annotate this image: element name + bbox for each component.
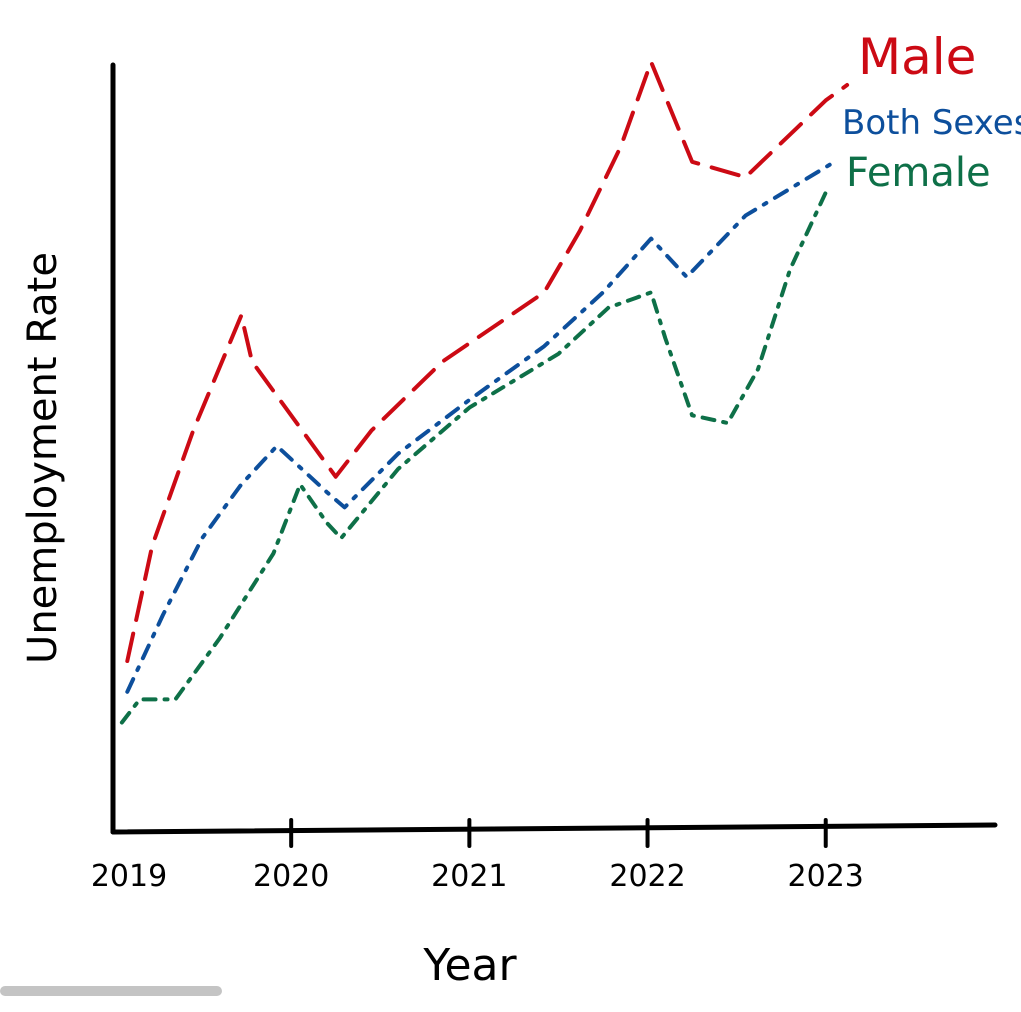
legend-label-male: Male [858,28,976,86]
x-tick-label: 2022 [609,859,685,894]
legend-label-both-sexes: Both Sexes [842,103,1021,143]
legend-label-female: Female [846,150,991,196]
legend: Male Both Sexes Female [842,28,1021,196]
y-axis-title: Unemployment Rate [20,252,66,664]
series-line-male [125,60,850,663]
x-tick-label: 2020 [253,859,329,894]
series-line-both-sexes [125,159,837,694]
x-tick-labels: 2019 2020 2021 2022 2023 [91,859,864,894]
x-axis-title: Year [422,940,517,991]
series-lines [119,60,850,725]
x-tick-marks [289,818,828,848]
series-line-female [119,190,828,725]
horizontal-scrollbar[interactable] [0,986,222,996]
x-tick-label: 2019 [91,859,167,894]
x-axis-line [110,822,998,835]
x-tick-label: 2023 [788,859,864,894]
x-tick-label: 2021 [431,859,507,894]
